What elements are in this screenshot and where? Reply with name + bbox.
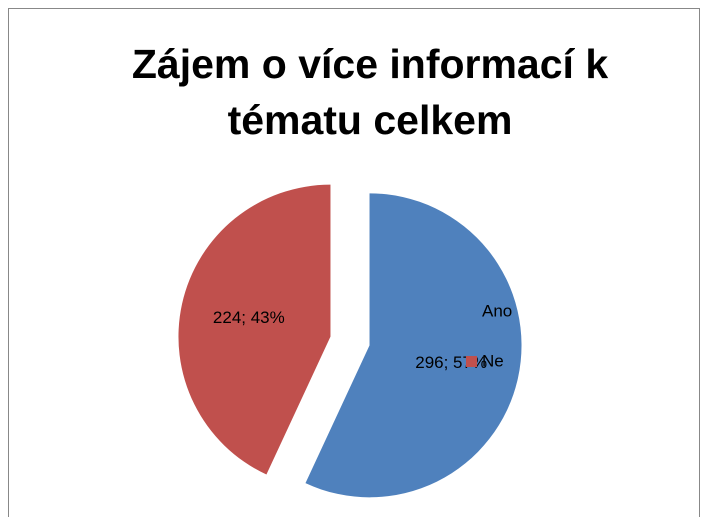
pie-slice: [305, 193, 522, 498]
legend-label: Ne: [482, 351, 504, 370]
legend-swatch: [466, 306, 477, 317]
chart-frame: [8, 8, 700, 517]
data-label: 224; 43%: [213, 308, 285, 327]
pie-slice: [178, 184, 331, 475]
legend-swatch: [466, 356, 477, 367]
chart-title: Zájem o více informací k tématu celkem: [131, 41, 609, 143]
legend-label: Ano: [482, 301, 512, 320]
